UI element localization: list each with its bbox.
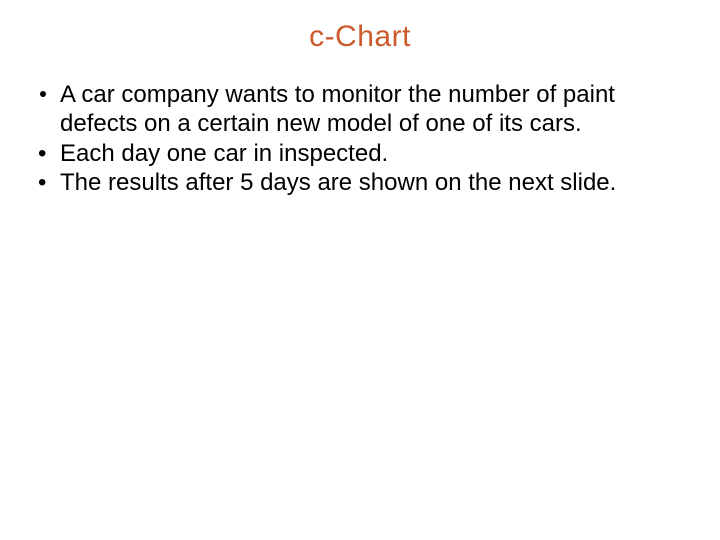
slide: c-Chart A car company wants to monitor t… xyxy=(0,0,720,540)
bullet-list: A car company wants to monitor the numbe… xyxy=(24,80,696,197)
bullet-char-icon: • xyxy=(38,168,46,197)
bullet-text: A car company wants to monitor the numbe… xyxy=(60,81,615,137)
bullet-text: Each day one car in inspected. xyxy=(60,140,388,167)
bullet-item: •The results after 5 days are shown on t… xyxy=(46,168,696,197)
bullet-item: A car company wants to monitor the numbe… xyxy=(46,80,696,139)
bullet-char-icon: • xyxy=(38,139,46,168)
bullet-item: •Each day one car in inspected. xyxy=(46,139,696,168)
bullet-text: The results after 5 days are shown on th… xyxy=(60,169,616,196)
slide-title: c-Chart xyxy=(24,20,696,54)
bullet-dot-icon xyxy=(40,91,46,97)
